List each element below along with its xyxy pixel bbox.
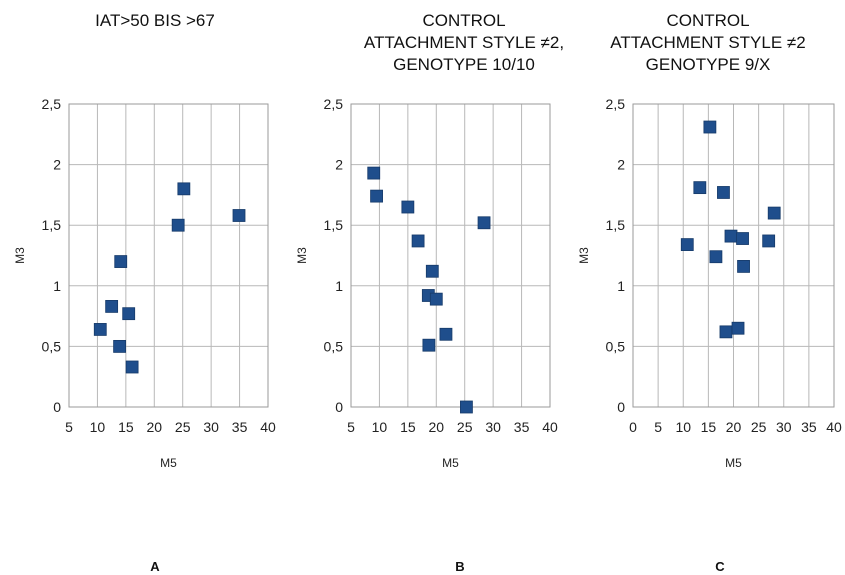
x-tick-label: 40 [826, 419, 842, 435]
data-point [114, 255, 128, 268]
panel-letter: A [150, 559, 160, 574]
y-axis-label: M3 [577, 247, 591, 264]
x-tick-label: 20 [146, 419, 162, 435]
x-tick-label: 5 [347, 419, 355, 435]
x-tick-label: 5 [654, 419, 662, 435]
data-point [736, 232, 749, 245]
chart-title-line: IAT>50 BIS >67 [95, 11, 215, 30]
x-tick-label: 25 [457, 419, 473, 435]
data-point [762, 234, 776, 248]
data-point [93, 323, 107, 336]
data-point [477, 216, 491, 230]
x-tick-label: 10 [90, 419, 106, 435]
y-tick-label: 0 [617, 399, 625, 415]
x-tick-label: 40 [260, 419, 276, 435]
data-point [113, 339, 127, 353]
y-tick-label: 0,5 [324, 338, 344, 354]
y-tick-label: 1,5 [42, 217, 62, 233]
chart-title-line: ATTACHMENT STYLE ≠2 [610, 33, 805, 52]
y-tick-label: 1,5 [606, 217, 626, 233]
data-point [367, 166, 381, 180]
panel-c: CONTROL ATTACHMENT STYLE ≠2 GENOTYPE 9/X 0 5… [577, 11, 842, 574]
y-axis-label: M3 [13, 247, 27, 264]
data-point [125, 360, 139, 374]
y-tick-label: 1 [53, 278, 61, 294]
x-axis-label: M5 [725, 456, 742, 470]
data-point [693, 181, 707, 195]
data-point [719, 325, 733, 339]
x-tick-label: 10 [372, 419, 388, 435]
x-tick-label: 40 [542, 419, 558, 435]
chart-title-line: CONTROL [666, 11, 749, 30]
y-tick-label: 1 [335, 278, 343, 294]
x-tick-label: 30 [203, 419, 219, 435]
data-point [422, 338, 436, 352]
y-tick-label: 2,5 [42, 96, 62, 112]
data-point [767, 206, 781, 220]
chart-title-line: GENOTYPE 9/X [646, 55, 771, 74]
x-tick-label: 35 [514, 419, 530, 435]
panel-a: IAT>50 BIS >67 5 10 15 20 25 30 35 40 0 0,5 1 1,5 2 2,… [13, 11, 276, 574]
y-tick-label: 2,5 [324, 96, 344, 112]
x-tick-label: 15 [400, 419, 416, 435]
data-point [370, 189, 383, 203]
chart-title-line: CONTROL [422, 11, 505, 30]
data-point [401, 200, 415, 214]
x-tick-label: 20 [726, 419, 742, 435]
chart-title-line: GENOTYPE 10/10 [393, 55, 535, 74]
x-tick-label: 15 [118, 419, 134, 435]
data-point [171, 218, 185, 232]
data-point [724, 229, 738, 243]
y-tick-label: 2 [53, 157, 61, 173]
data-point [425, 264, 439, 278]
data-point [177, 182, 191, 196]
x-tick-label: 0 [629, 419, 637, 435]
y-tick-label: 0 [335, 399, 343, 415]
y-tick-label: 2,5 [606, 96, 626, 112]
plot-area [68, 103, 269, 408]
x-axis-label: M5 [442, 456, 459, 470]
plot-area [632, 103, 835, 408]
x-tick-label: 25 [175, 419, 191, 435]
y-tick-label: 1,5 [324, 217, 344, 233]
y-tick-label: 0 [53, 399, 61, 415]
x-tick-label: 20 [428, 419, 444, 435]
y-tick-label: 1 [617, 278, 625, 294]
data-point [460, 400, 473, 414]
data-point [737, 260, 750, 273]
data-point [703, 120, 717, 134]
y-tick-label: 0,5 [42, 338, 62, 354]
data-point [105, 300, 119, 313]
x-tick-label: 15 [701, 419, 717, 435]
x-tick-label: 30 [485, 419, 501, 435]
x-tick-label: 10 [675, 419, 691, 435]
data-point [680, 238, 694, 251]
y-tick-label: 2 [335, 157, 343, 173]
x-tick-label: 5 [65, 419, 73, 435]
data-point [717, 186, 730, 199]
plot-area [350, 103, 551, 408]
y-tick-label: 0,5 [606, 338, 626, 354]
x-tick-label: 35 [801, 419, 817, 435]
panel-letter: B [455, 559, 464, 574]
data-point [232, 209, 246, 222]
data-point [122, 307, 136, 321]
data-point [429, 292, 443, 306]
x-axis-label: M5 [160, 456, 177, 470]
x-tick-label: 30 [776, 419, 792, 435]
chart-title-line: ATTACHMENT STYLE ≠2, [364, 33, 564, 52]
data-point [439, 327, 453, 341]
data-point [709, 250, 723, 264]
panel-b: CONTROL ATTACHMENT STYLE ≠2, GENOTYPE 10/1… [295, 11, 564, 574]
x-tick-label: 25 [751, 419, 767, 435]
x-tick-label: 35 [232, 419, 248, 435]
panel-letter: C [715, 559, 725, 574]
data-point [411, 234, 425, 248]
y-axis-label: M3 [295, 247, 309, 264]
y-tick-label: 2 [617, 157, 625, 173]
data-point [731, 321, 745, 335]
